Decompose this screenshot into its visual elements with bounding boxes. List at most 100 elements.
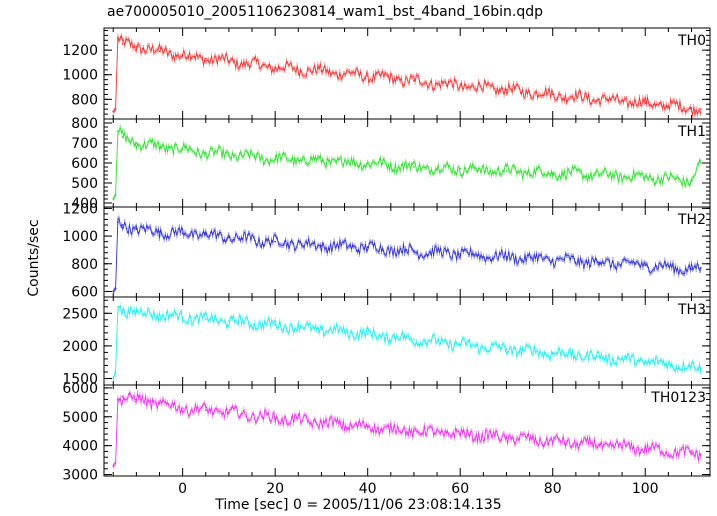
data-point [413,338,415,341]
panel-frame [103,27,711,120]
y-tick-label: 700 [71,136,98,152]
y-tick-label: 1500 [62,371,98,387]
y-tick-label: 6000 [62,381,98,397]
data-point [366,425,369,428]
data-point [204,152,207,154]
error-bars-th0123 [113,390,701,469]
data-point [112,290,115,293]
data-point [551,258,554,261]
data-point [459,168,462,170]
data-point [598,98,600,101]
data-point [413,250,415,253]
data-point [204,57,207,60]
data-point [690,107,693,109]
data-point [228,60,230,63]
data-line-th0123 [112,392,702,467]
data-point [228,411,230,414]
panel-th2: 600 800 1000 1200 TH2 [62,201,711,300]
data-point [114,108,117,111]
data-point [204,409,207,412]
data-point [135,142,138,144]
series-th0123 [112,390,702,469]
y-tick-label: 4000 [62,439,98,455]
data-point [690,365,693,368]
data-point [644,102,647,104]
data-point [366,246,369,249]
data-point [114,462,117,464]
data-point [699,108,702,111]
data-point [320,160,323,162]
data-point [181,316,184,319]
data-point [413,430,415,433]
data-point [114,194,117,196]
y-axis-label: Counts/sec [26,219,42,297]
data-line-th2 [112,217,701,292]
data-point [112,110,115,113]
data-point [114,371,117,373]
data-point [598,261,600,264]
data-point [181,407,184,410]
data-point [320,244,323,247]
x-tick-label: 20 [266,481,284,497]
data-point [598,444,600,446]
data-point [459,343,462,346]
data-line-th3 [112,304,702,379]
data-point [121,309,124,311]
data-point [274,66,277,69]
panel-th3: 1500 2000 2500 TH3 [62,296,711,387]
data-point [644,360,647,363]
data-line-th1 [112,126,702,200]
data-point [114,287,117,290]
y-tick-label: 400 [71,196,98,212]
data-point [690,452,693,455]
panel-th0123: 3000 4000 5000 6000 TH0123 [62,381,711,484]
data-point [459,433,462,436]
y-tick-label: 3000 [62,468,98,484]
data-point [366,162,369,164]
data-point [505,88,508,91]
y-tick-label: 800 [71,116,98,132]
data-point [598,356,600,358]
data-point [505,436,508,439]
data-point [274,240,277,243]
data-point [121,395,124,398]
error-bars-th0 [113,32,701,119]
data-point [644,447,647,450]
error-bars-th2 [113,215,701,295]
data-point [413,166,415,168]
data-point [505,348,508,351]
error-bars-th1 [113,124,701,202]
series-th0 [112,32,702,119]
y-tick-label: 1000 [62,68,98,84]
data-point [598,174,600,176]
panel-label-th1: TH1 [677,124,706,140]
panel-label-th0123: TH0123 [650,390,706,406]
data-point [181,232,184,235]
y-tick-label: 5000 [62,410,98,426]
data-point [121,136,124,138]
y-tick-label: 800 [71,257,98,273]
data-point [274,417,277,420]
y-tick-label: 1200 [62,201,98,217]
data-point [644,176,647,178]
data-point [274,324,277,326]
data-point [505,255,508,258]
data-point [121,43,124,45]
data-point [505,170,508,172]
y-tick-label: 2000 [62,339,98,355]
data-point [228,154,230,156]
y-tick-label: 1200 [62,43,98,59]
data-point [699,267,702,269]
data-point [135,311,138,313]
data-point [551,352,554,354]
data-point [116,221,119,224]
x-tick-label: 40 [359,481,377,497]
data-point [112,198,115,200]
panel-frame [103,296,711,386]
x-tick-label: 0 [178,481,187,497]
series-th1 [112,124,702,202]
data-point [116,398,119,401]
data-point [228,236,230,239]
data-point [690,268,693,271]
y-tick-label: 1000 [62,229,98,245]
